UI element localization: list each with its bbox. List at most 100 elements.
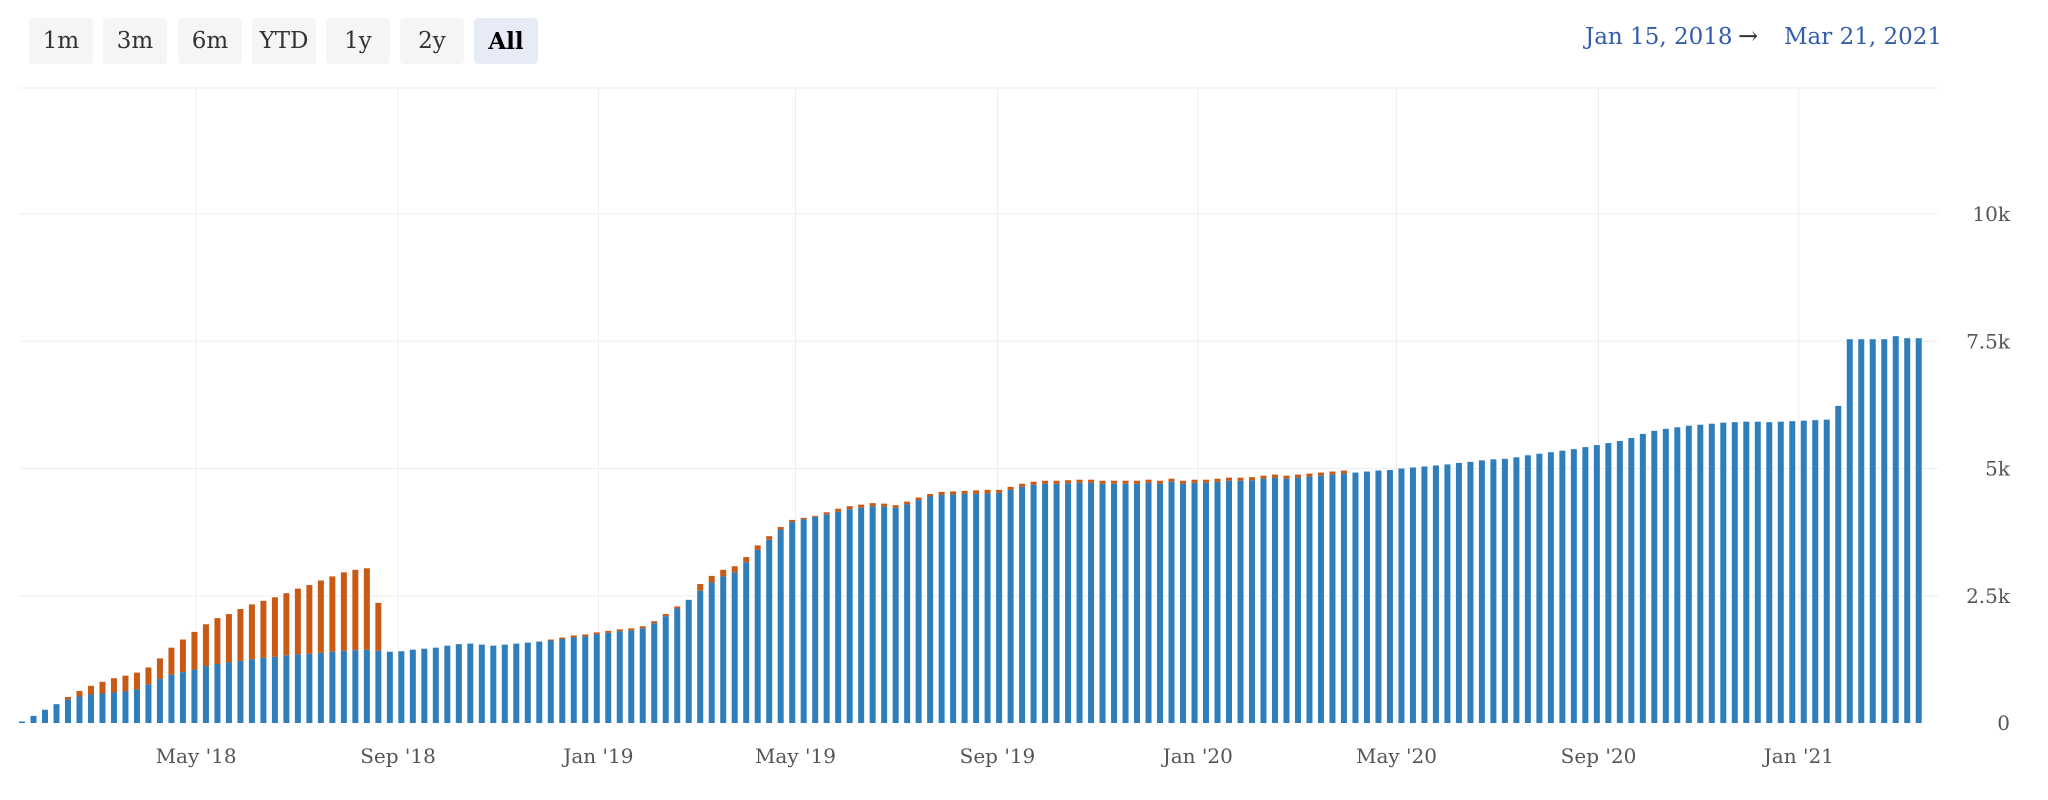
bar-orange[interactable] — [1283, 475, 1290, 479]
bar-orange[interactable] — [64, 697, 71, 700]
bar-blue[interactable] — [651, 623, 658, 723]
bar-blue[interactable] — [789, 521, 796, 723]
bar-blue[interactable] — [41, 709, 48, 723]
bar-orange[interactable] — [812, 515, 819, 517]
bar-orange[interactable] — [628, 628, 635, 631]
bar-blue[interactable] — [1685, 425, 1692, 723]
bar-orange[interactable] — [789, 519, 796, 522]
bar-orange[interactable] — [1203, 479, 1210, 483]
bar-blue[interactable] — [513, 643, 520, 723]
bar-blue[interactable] — [547, 640, 554, 723]
bar-blue[interactable] — [973, 493, 980, 723]
bar-orange[interactable] — [846, 506, 853, 510]
bar-blue[interactable] — [1122, 483, 1129, 723]
bar-blue[interactable] — [892, 507, 899, 723]
range-button-1y[interactable]: 1y — [326, 18, 390, 64]
bar-blue[interactable] — [1789, 421, 1796, 723]
bar-blue[interactable] — [662, 616, 669, 723]
bar-blue[interactable] — [1421, 466, 1428, 723]
bar-blue[interactable] — [823, 514, 830, 723]
bar-blue[interactable] — [1088, 482, 1095, 723]
bar-blue[interactable] — [628, 630, 635, 723]
bar-blue[interactable] — [812, 516, 819, 723]
bar-blue[interactable] — [1294, 477, 1301, 723]
bar-blue[interactable] — [1777, 421, 1784, 723]
bar-blue[interactable] — [306, 653, 313, 723]
bar-blue[interactable] — [168, 674, 175, 723]
bar-orange[interactable] — [559, 637, 566, 640]
bar-blue[interactable] — [754, 549, 761, 723]
bar-orange[interactable] — [605, 630, 612, 633]
bar-blue[interactable] — [99, 693, 106, 723]
bar-orange[interactable] — [915, 497, 922, 501]
bar-orange[interactable] — [87, 685, 94, 695]
bar-blue[interactable] — [1559, 450, 1566, 723]
bar-blue[interactable] — [605, 632, 612, 723]
bar-blue[interactable] — [202, 665, 209, 723]
bar-blue[interactable] — [1352, 472, 1359, 723]
bar-blue[interactable] — [409, 649, 416, 723]
bar-orange[interactable] — [996, 489, 1003, 493]
bar-orange[interactable] — [743, 557, 750, 563]
bar-blue[interactable] — [984, 493, 991, 723]
bar-blue[interactable] — [835, 511, 842, 723]
bar-blue[interactable] — [1904, 338, 1911, 723]
bar-orange[interactable] — [731, 566, 738, 573]
bar-blue[interactable] — [1915, 338, 1922, 723]
bar-blue[interactable] — [110, 692, 117, 723]
bar-blue[interactable] — [375, 650, 382, 723]
bar-blue[interactable] — [743, 562, 750, 723]
bar-blue[interactable] — [260, 657, 267, 723]
bar-orange[interactable] — [306, 585, 313, 654]
bar-blue[interactable] — [145, 684, 152, 723]
bar-orange[interactable] — [1168, 478, 1175, 482]
bar-orange[interactable] — [639, 626, 646, 629]
bar-orange[interactable] — [191, 631, 198, 670]
bar-orange[interactable] — [1157, 480, 1164, 484]
bar-orange[interactable] — [1007, 486, 1014, 490]
range-button-6m[interactable]: 6m — [178, 18, 242, 64]
bar-blue[interactable] — [1835, 405, 1842, 723]
bar-orange[interactable] — [1099, 480, 1106, 484]
bar-orange[interactable] — [1111, 480, 1118, 484]
bar-blue[interactable] — [536, 641, 543, 723]
bar-orange[interactable] — [858, 504, 865, 508]
bar-blue[interactable] — [708, 582, 715, 723]
bar-orange[interactable] — [1306, 473, 1313, 477]
bar-orange[interactable] — [1317, 472, 1324, 476]
bar-blue[interactable] — [271, 656, 278, 723]
bar-orange[interactable] — [1076, 479, 1083, 483]
bar-orange[interactable] — [973, 490, 980, 494]
bar-orange[interactable] — [570, 635, 577, 638]
bar-blue[interactable] — [1892, 336, 1899, 723]
bar-blue[interactable] — [1444, 464, 1451, 723]
bar-orange[interactable] — [708, 575, 715, 583]
bar-blue[interactable] — [1823, 419, 1830, 723]
bar-orange[interactable] — [283, 593, 290, 656]
bar-blue[interactable] — [386, 651, 393, 723]
bar-blue[interactable] — [432, 647, 439, 723]
bar-orange[interactable] — [375, 602, 382, 651]
bar-orange[interactable] — [1260, 475, 1267, 479]
bar-orange[interactable] — [110, 678, 117, 693]
bar-orange[interactable] — [1191, 479, 1198, 483]
bar-blue[interactable] — [444, 645, 451, 723]
bar-blue[interactable] — [1409, 467, 1416, 723]
bar-blue[interactable] — [191, 669, 198, 723]
bar-orange[interactable] — [237, 608, 244, 661]
bar-blue[interactable] — [421, 648, 428, 723]
bar-blue[interactable] — [64, 699, 71, 723]
range-button-1m[interactable]: 1m — [29, 18, 93, 64]
bar-blue[interactable] — [1467, 461, 1474, 723]
bar-orange[interactable] — [202, 624, 209, 666]
bar-orange[interactable] — [720, 569, 727, 577]
bar-blue[interactable] — [674, 608, 681, 723]
bar-orange[interactable] — [892, 505, 899, 508]
bar-blue[interactable] — [1651, 430, 1658, 723]
bar-orange[interactable] — [156, 658, 163, 679]
bar-orange[interactable] — [1145, 479, 1152, 483]
bar-blue[interactable] — [283, 655, 290, 723]
bar-blue[interactable] — [915, 500, 922, 723]
bar-orange[interactable] — [260, 600, 267, 658]
bar-blue[interactable] — [340, 650, 347, 723]
